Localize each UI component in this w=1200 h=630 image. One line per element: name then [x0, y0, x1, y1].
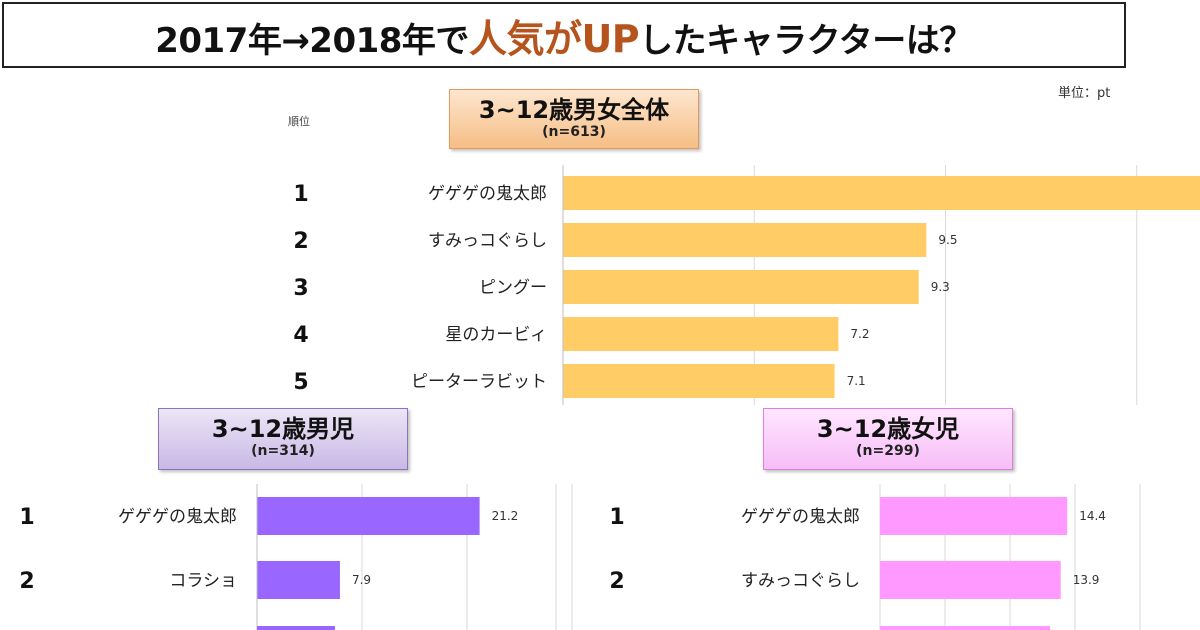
badge-girls-sample: (n=299)	[856, 443, 920, 459]
all-value-label: 7.2	[850, 327, 869, 341]
girls-bar-partial	[880, 626, 1050, 630]
title-banner: 2017年→2018年で人気がUPしたキャラクターは？	[2, 2, 1126, 68]
all-rank-label: 5	[293, 370, 308, 395]
all-category-label: 星のカービィ	[445, 325, 547, 345]
badge-boys-sample: (n=314)	[251, 443, 315, 459]
rank-header: 順位	[288, 115, 310, 128]
all-rank-label: 3	[293, 276, 308, 301]
all-bar	[563, 270, 919, 304]
girls-category-label: ゲゲゲの鬼太郎	[741, 507, 860, 527]
all-rank-label: 1	[293, 182, 308, 207]
badge-all-title: 3~12歳男女全体	[478, 96, 670, 124]
boys-rank-label: 2	[19, 569, 34, 594]
boys-category-label: コラショ	[169, 571, 237, 591]
boys-rank-label: 1	[19, 505, 34, 530]
all-bar	[563, 317, 839, 351]
badge-girls-title: 3~12歳女児	[816, 415, 960, 443]
badge-girls: 3~12歳女児 (n=299)	[763, 408, 1013, 470]
title-prefix: 2017年→2018年で	[155, 20, 469, 61]
boys-value-label: 21.2	[492, 509, 519, 523]
all-bar	[563, 223, 927, 257]
all-category-label: ピングー	[479, 278, 547, 298]
boys-category-label: ゲゲゲの鬼太郎	[118, 507, 237, 527]
girls-bar	[880, 561, 1061, 599]
girls-value-label: 13.9	[1073, 573, 1100, 587]
all-value-label: 9.3	[931, 280, 950, 294]
all-category-label: ピーターラビット	[411, 372, 547, 392]
boys-value-label: 7.9	[352, 573, 371, 587]
boys-bar	[257, 497, 480, 535]
all-category-label: すみっコぐらし	[428, 231, 547, 251]
all-value-label: 7.1	[847, 374, 866, 388]
unit-label: 単位：pt	[1058, 86, 1111, 101]
girls-rank-label: 2	[609, 569, 624, 594]
badge-boys: 3~12歳男児 (n=314)	[158, 408, 408, 470]
badge-all: 3~12歳男女全体 (n=613)	[449, 89, 699, 149]
all-bar	[563, 176, 1200, 210]
girls-bar	[880, 497, 1068, 535]
boys-bar-partial	[257, 626, 335, 630]
all-rank-label: 4	[293, 323, 308, 348]
all-bar	[563, 364, 835, 398]
title-suffix: したキャラクターは？	[639, 20, 973, 61]
boys-bar	[257, 561, 340, 599]
all-rank-label: 2	[293, 229, 308, 254]
all-category-label: ゲゲゲの鬼太郎	[428, 184, 547, 204]
girls-rank-label: 1	[609, 505, 624, 530]
all-value-label: 9.5	[938, 233, 957, 247]
girls-category-label: すみっコぐらし	[741, 571, 860, 591]
page-title: 2017年→2018年で人気がUPしたキャラクターは？	[155, 8, 973, 63]
badge-all-sample: (n=613)	[542, 124, 606, 140]
title-highlight: 人気がUP	[468, 16, 640, 61]
badge-boys-title: 3~12歳男児	[211, 415, 355, 443]
girls-value-label: 14.4	[1079, 509, 1106, 523]
